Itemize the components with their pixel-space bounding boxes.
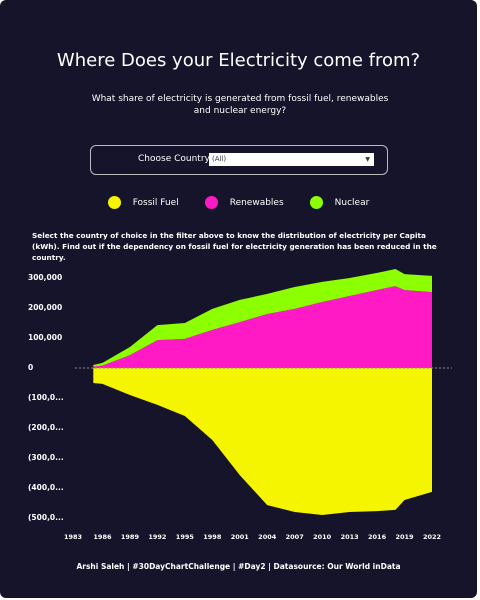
- y-tick-label: (300,0...: [28, 453, 64, 462]
- x-tick-label: 2016: [368, 533, 387, 541]
- x-tick-label: 1986: [93, 533, 112, 541]
- x-tick-label: 1989: [121, 533, 140, 541]
- x-tick-label: 2010: [313, 533, 332, 541]
- legend: Fossil Fuel Renewables Nuclear: [0, 196, 477, 209]
- subtitle: What share of electricity is generated f…: [91, 94, 389, 116]
- legend-item[interactable]: Renewables: [204, 196, 284, 209]
- legend-label: Nuclear: [334, 197, 370, 208]
- description: Select the country of choice in the filt…: [32, 231, 437, 262]
- title: Where Does your Electricity come from?: [56, 50, 421, 71]
- y-tick-label: (500,0...: [28, 513, 64, 522]
- dropdown[interactable]: (All) ▼: [209, 153, 374, 166]
- x-tick-label: 2007: [286, 533, 304, 541]
- x-tick-label: 2004: [258, 533, 277, 541]
- x-tick-label: 2001: [231, 533, 250, 541]
- filter: Choose Country (All) ▼: [90, 145, 388, 175]
- x-tick-label: 1998: [203, 533, 222, 541]
- legend-swatch: [107, 196, 121, 209]
- y-tick-label: 300,000: [28, 273, 62, 282]
- legend-item[interactable]: Fossil Fuel: [107, 196, 179, 209]
- y-tick-label: (100,0...: [28, 393, 64, 402]
- y-tick-label: 0: [28, 363, 33, 372]
- x-tick-label: 2022: [423, 533, 441, 541]
- x-tick-label: 1995: [176, 533, 195, 541]
- y-tick-label: (200,0...: [28, 423, 64, 432]
- x-tick-label: 2019: [395, 533, 414, 541]
- dropdown-value: (All): [212, 155, 227, 163]
- area: [93, 368, 433, 515]
- x-tick-label: 2013: [341, 533, 359, 541]
- x-tick-label: 1983: [64, 533, 82, 541]
- area: [93, 286, 433, 368]
- legend-item[interactable]: Nuclear: [309, 196, 370, 209]
- legend-label: Renewables: [229, 197, 284, 208]
- dropdown-arrow: ▼: [365, 156, 370, 163]
- y-tick-label: 200,000: [28, 303, 62, 312]
- y-tick-label: (400,0...: [28, 483, 64, 492]
- filter-label: Choose Country: [138, 154, 210, 164]
- area: [93, 269, 433, 367]
- legend-swatch: [309, 196, 323, 209]
- legend-swatch: [204, 196, 218, 209]
- y-tick-label: 100,000: [28, 333, 62, 342]
- x-tick-label: 1992: [148, 533, 166, 541]
- legend-label: Fossil Fuel: [132, 197, 179, 208]
- footer: Arshi Saleh | #30DayChartChallenge | #Da…: [76, 562, 401, 571]
